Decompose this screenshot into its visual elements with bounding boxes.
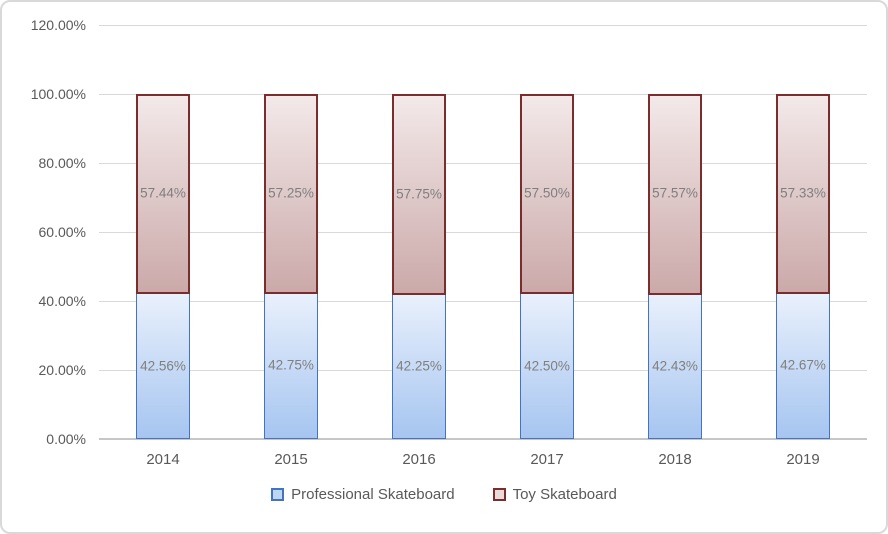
x-axis-tick-label: 2017 bbox=[530, 451, 564, 468]
x-axis-line bbox=[99, 438, 867, 440]
y-axis-tick-label: 60.00% bbox=[38, 224, 86, 240]
horizontal-gridline bbox=[99, 370, 867, 371]
data-label-toy-skateboard: 57.75% bbox=[396, 186, 442, 202]
horizontal-gridline bbox=[99, 25, 867, 26]
x-axis-tick-label: 2016 bbox=[402, 451, 436, 468]
horizontal-gridline bbox=[99, 301, 867, 302]
data-label-toy-skateboard: 57.57% bbox=[652, 185, 698, 201]
y-axis-tick-label: 100.00% bbox=[30, 86, 86, 102]
data-label-professional-skateboard: 42.43% bbox=[652, 358, 698, 374]
data-label-toy-skateboard: 57.33% bbox=[780, 185, 826, 201]
bar-segment-professional-skateboard bbox=[264, 291, 318, 439]
bar-segment-toy-skateboard bbox=[264, 94, 318, 294]
bar-segment-professional-skateboard bbox=[136, 292, 190, 439]
y-axis-tick-label: 0.00% bbox=[46, 431, 86, 447]
x-axis-tick-label: 2018 bbox=[658, 451, 692, 468]
bar-segment-toy-skateboard bbox=[648, 94, 702, 295]
y-axis-tick-label: 20.00% bbox=[38, 362, 86, 378]
legend-label: Professional Skateboard bbox=[291, 486, 455, 503]
data-label-toy-skateboard: 57.44% bbox=[140, 185, 186, 201]
bar-segment-toy-skateboard bbox=[520, 94, 574, 295]
x-axis-tick-label: 2015 bbox=[274, 451, 308, 468]
data-label-professional-skateboard: 42.56% bbox=[140, 358, 186, 374]
bar-segment-toy-skateboard bbox=[136, 94, 190, 295]
y-axis-tick-label: 80.00% bbox=[38, 155, 86, 171]
legend-item-professional-skateboard: Professional Skateboard bbox=[271, 486, 455, 503]
legend-label: Toy Skateboard bbox=[512, 486, 617, 503]
bar-segment-toy-skateboard bbox=[776, 94, 830, 294]
data-label-professional-skateboard: 42.50% bbox=[524, 358, 570, 374]
bar-segment-professional-skateboard bbox=[520, 292, 574, 439]
horizontal-gridline bbox=[99, 232, 867, 233]
bar-segment-toy-skateboard bbox=[392, 94, 446, 296]
y-axis-tick-label: 40.00% bbox=[38, 293, 86, 309]
data-label-professional-skateboard: 42.67% bbox=[780, 357, 826, 373]
x-axis-tick-label: 2014 bbox=[146, 451, 180, 468]
horizontal-gridline bbox=[99, 94, 867, 95]
y-axis-tick-label: 120.00% bbox=[30, 17, 86, 33]
legend-item-toy-skateboard: Toy Skateboard bbox=[492, 486, 617, 503]
data-label-toy-skateboard: 57.25% bbox=[268, 185, 314, 201]
horizontal-gridline bbox=[99, 163, 867, 164]
bar-segment-professional-skateboard bbox=[392, 293, 446, 439]
legend-swatch-icon bbox=[492, 488, 506, 501]
data-label-professional-skateboard: 42.25% bbox=[396, 358, 442, 374]
data-label-toy-skateboard: 57.50% bbox=[524, 185, 570, 201]
x-axis-tick-label: 2019 bbox=[786, 451, 820, 468]
data-label-professional-skateboard: 42.75% bbox=[268, 357, 314, 373]
bar-segment-professional-skateboard bbox=[648, 292, 702, 439]
legend-swatch-icon bbox=[271, 488, 285, 501]
bar-segment-professional-skateboard bbox=[776, 291, 830, 439]
chart-legend: Professional Skateboard Toy Skateboard bbox=[2, 486, 886, 503]
